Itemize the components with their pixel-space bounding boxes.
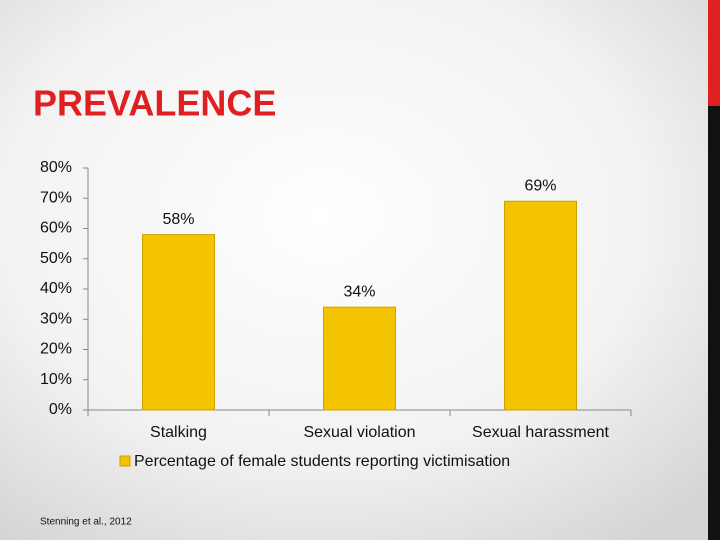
data-label: 34% bbox=[343, 283, 375, 300]
accent-black bbox=[708, 106, 720, 540]
bar bbox=[504, 200, 577, 411]
legend-swatch bbox=[119, 455, 131, 467]
legend-label: Percentage of female students reporting … bbox=[134, 453, 510, 470]
source: Stenning et al., 2012 bbox=[40, 517, 132, 528]
y-tick-label: 80% bbox=[40, 159, 72, 176]
y-tick-label: 40% bbox=[40, 280, 72, 297]
x-tick-label: Stalking bbox=[150, 424, 207, 441]
slide-title: PREVALENCE bbox=[33, 83, 276, 124]
bar bbox=[323, 306, 396, 411]
y-tick-label: 70% bbox=[40, 189, 72, 206]
x-tick-label: Sexual violation bbox=[303, 424, 415, 441]
y-tick-label: 20% bbox=[40, 341, 72, 358]
y-tick-label: 50% bbox=[40, 250, 72, 267]
y-tick-label: 60% bbox=[40, 220, 72, 237]
y-tick-label: 10% bbox=[40, 371, 72, 388]
y-tick-label: 30% bbox=[40, 310, 72, 327]
data-label: 58% bbox=[162, 211, 194, 228]
y-tick-label: 0% bbox=[49, 401, 72, 418]
accent-red bbox=[708, 0, 720, 106]
data-label: 69% bbox=[524, 177, 556, 194]
bar bbox=[142, 234, 215, 411]
x-tick-label: Sexual harassment bbox=[472, 424, 610, 441]
